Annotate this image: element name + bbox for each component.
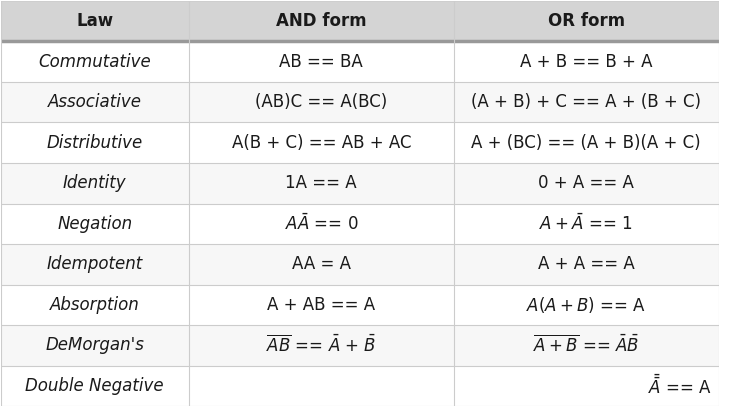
Text: (AB)C == A(BC): (AB)C == A(BC) bbox=[255, 93, 388, 111]
Text: Law: Law bbox=[76, 12, 113, 30]
Bar bbox=[1, 284, 719, 325]
Text: Identity: Identity bbox=[63, 174, 126, 192]
Bar bbox=[1, 41, 719, 82]
Bar bbox=[1, 82, 719, 123]
Text: $\bar{\bar{A}}$ == A: $\bar{\bar{A}}$ == A bbox=[648, 374, 712, 398]
Bar bbox=[1, 325, 719, 366]
Text: Double Negative: Double Negative bbox=[26, 377, 164, 395]
Text: AA = A: AA = A bbox=[292, 255, 351, 274]
Bar bbox=[1, 204, 719, 244]
Text: A + (BC) == (A + B)(A + C): A + (BC) == (A + B)(A + C) bbox=[472, 133, 701, 152]
Text: (A + B) + C == A + (B + C): (A + B) + C == A + (B + C) bbox=[472, 93, 702, 111]
Text: Commutative: Commutative bbox=[39, 53, 151, 70]
Text: $A + \bar{A}$ == 1: $A + \bar{A}$ == 1 bbox=[539, 214, 633, 234]
Bar bbox=[1, 1, 719, 41]
Text: AB == BA: AB == BA bbox=[280, 53, 363, 70]
Text: A + B == B + A: A + B == B + A bbox=[520, 53, 653, 70]
Text: AND form: AND form bbox=[276, 12, 366, 30]
Text: Associative: Associative bbox=[47, 93, 142, 111]
Text: A + AB == A: A + AB == A bbox=[267, 296, 375, 314]
Text: 0 + A == A: 0 + A == A bbox=[538, 174, 634, 192]
Text: A(B + C) == AB + AC: A(B + C) == AB + AC bbox=[231, 133, 411, 152]
Text: $A\bar{A}$ == 0: $A\bar{A}$ == 0 bbox=[285, 214, 358, 234]
Text: $\overline{A + B}$ == $\bar{A}\bar{B}$: $\overline{A + B}$ == $\bar{A}\bar{B}$ bbox=[533, 335, 639, 356]
Text: Idempotent: Idempotent bbox=[47, 255, 143, 274]
Bar bbox=[1, 163, 719, 204]
Text: Distributive: Distributive bbox=[47, 133, 143, 152]
Text: OR form: OR form bbox=[548, 12, 625, 30]
Text: $A(A + B)$ == A: $A(A + B)$ == A bbox=[526, 295, 646, 315]
Text: DeMorgan's: DeMorgan's bbox=[45, 337, 145, 354]
Text: 1A == A: 1A == A bbox=[285, 174, 357, 192]
Text: $\overline{AB}$ == $\bar{A}$ + $\bar{B}$: $\overline{AB}$ == $\bar{A}$ + $\bar{B}$ bbox=[266, 335, 377, 356]
Bar bbox=[1, 123, 719, 163]
Text: Absorption: Absorption bbox=[50, 296, 139, 314]
Text: Negation: Negation bbox=[57, 215, 132, 233]
Bar bbox=[1, 366, 719, 406]
Bar bbox=[1, 244, 719, 284]
Text: A + A == A: A + A == A bbox=[538, 255, 634, 274]
